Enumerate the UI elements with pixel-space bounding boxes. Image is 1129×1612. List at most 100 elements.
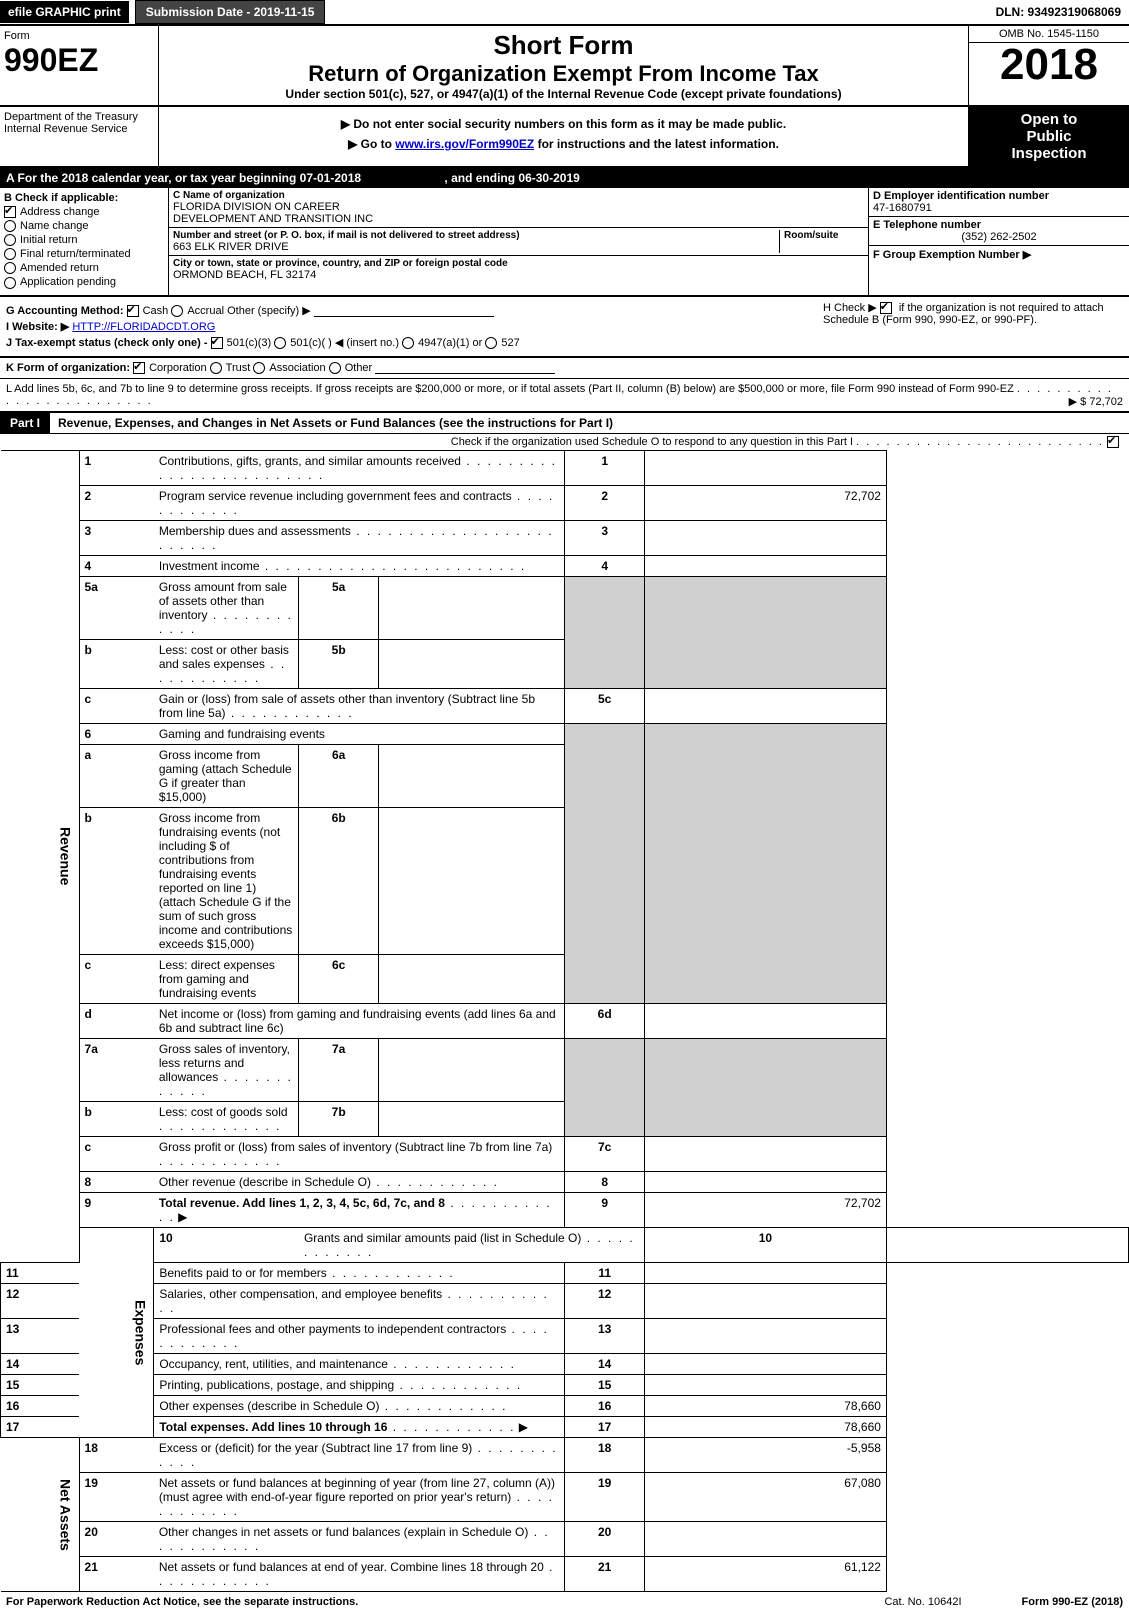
chk-h[interactable] — [880, 302, 896, 314]
row-7a-desc: Gross sales of inventory, less returns a… — [154, 1038, 299, 1101]
row-1-amount — [644, 450, 886, 485]
chk-initial-return[interactable]: Initial return — [4, 234, 164, 246]
row-10-desc: Grants and similar amounts paid (list in… — [299, 1227, 644, 1262]
chk-accrual[interactable]: Accrual — [171, 305, 224, 317]
row-6b-desc: Gross income from fundraising events (no… — [154, 807, 299, 954]
row-2-desc: Program service revenue including govern… — [154, 485, 565, 520]
col-b-checkboxes: B Check if applicable: Address change Na… — [0, 188, 169, 295]
city-row: City or town, state or province, country… — [169, 256, 868, 283]
row-10-amount — [886, 1227, 1128, 1262]
return-title: Return of Organization Exempt From Incom… — [167, 61, 960, 87]
form-word: Form — [4, 30, 154, 42]
year-box: OMB No. 1545-1150 2018 — [968, 26, 1129, 105]
goto-prefix: ▶ Go to — [348, 137, 395, 151]
row-4-desc: Investment income — [154, 555, 565, 576]
info-grid: B Check if applicable: Address change Na… — [0, 188, 1129, 297]
row-21-desc: Net assets or fund balances at end of ye… — [154, 1556, 565, 1591]
row-5c-desc: Gain or (loss) from sale of assets other… — [154, 688, 565, 723]
chk-corp[interactable]: Corporation — [133, 362, 206, 374]
goto-suffix: for instructions and the latest informat… — [538, 137, 779, 151]
i-label: I Website: ▶ — [6, 321, 69, 333]
form-990ez: 990EZ — [4, 42, 154, 79]
row-14-amount — [644, 1353, 886, 1374]
chk-application-pending[interactable]: Application pending — [4, 276, 164, 288]
row-15-amount — [644, 1374, 886, 1395]
col-b-title: B Check if applicable: — [4, 192, 164, 204]
tel-label: E Telephone number — [873, 219, 1125, 231]
org-name-row: C Name of organization FLORIDA DIVISION … — [169, 188, 868, 228]
form-number-box: Form 990EZ — [0, 26, 159, 105]
j-label: J Tax-exempt status (check only one) - — [6, 337, 208, 349]
city-value: ORMOND BEACH, FL 32174 — [173, 269, 864, 281]
row-3-amount — [644, 520, 886, 555]
efile-text: efile GRAPHIC — [8, 5, 91, 19]
row-12-desc: Salaries, other compensation, and employ… — [154, 1283, 565, 1318]
row-19-amount: 67,080 — [644, 1472, 886, 1521]
chk-527[interactable]: 527 — [485, 337, 519, 349]
row-17-desc: Total expenses. Add lines 10 through 16 … — [154, 1416, 565, 1437]
part1-table: Revenue 1 Contributions, gifts, grants, … — [0, 450, 1129, 1592]
ein-value: 47-1680791 — [873, 202, 1125, 214]
k-other-input[interactable] — [375, 373, 555, 374]
row-7b-desc: Less: cost of goods sold — [154, 1101, 299, 1136]
row-3-desc: Membership dues and assessments — [154, 520, 565, 555]
row-13-amount — [644, 1318, 886, 1353]
row-7c-desc: Gross profit or (loss) from sales of inv… — [154, 1136, 565, 1171]
row-6c-sub — [378, 954, 565, 1003]
row-8-amount — [644, 1171, 886, 1192]
chk-cash[interactable]: Cash — [127, 305, 169, 317]
website-link[interactable]: HTTP://FLORIDADCDT.ORG — [72, 321, 215, 333]
chk-assoc[interactable]: Association — [253, 362, 325, 374]
chk-trust[interactable]: Trust — [210, 362, 251, 374]
open-public-inspection: Open to Public Inspection — [969, 107, 1129, 166]
row-4-amount — [644, 555, 886, 576]
short-form-title: Short Form — [167, 30, 960, 61]
row-17-amount: 78,660 — [644, 1416, 886, 1437]
check-o-text: Check if the organization used Schedule … — [451, 436, 853, 448]
row-5b-sub — [378, 639, 565, 688]
ein-row: D Employer identification number 47-1680… — [869, 188, 1129, 217]
chk-4947[interactable]: 4947(a)(1) or — [402, 337, 482, 349]
org-name-label: C Name of organization — [173, 190, 864, 201]
tax-year: 2018 — [969, 43, 1129, 87]
city-label: City or town, state or province, country… — [173, 258, 864, 269]
submission-date: Submission Date - 2019-11-15 — [135, 0, 326, 24]
meta-block: H Check ▶ if the organization is not req… — [0, 297, 1129, 358]
row-13-desc: Professional fees and other payments to … — [154, 1318, 565, 1353]
row-19-desc: Net assets or fund balances at beginning… — [154, 1472, 565, 1521]
row-18-desc: Excess or (deficit) for the year (Subtra… — [154, 1437, 565, 1472]
line-j: J Tax-exempt status (check only one) - 5… — [6, 336, 1123, 349]
row-14-desc: Occupancy, rent, utilities, and maintena… — [154, 1353, 565, 1374]
print-text[interactable]: print — [94, 5, 121, 19]
row-6d-amount — [644, 1003, 886, 1038]
part1-check-o: Check if the organization used Schedule … — [0, 434, 1129, 450]
chk-name-change[interactable]: Name change — [4, 220, 164, 232]
chk-schedule-o[interactable] — [1107, 436, 1123, 448]
g-other-input[interactable] — [314, 316, 494, 317]
row-12-amount — [644, 1283, 886, 1318]
expenses-side-label: Expenses — [79, 1227, 154, 1437]
col-d-ids: D Employer identification number 47-1680… — [869, 188, 1129, 295]
tel-row: E Telephone number (352) 262-2502 — [869, 217, 1129, 246]
irs-link[interactable]: www.irs.gov/Form990EZ — [395, 137, 534, 151]
form-header: Form 990EZ Short Form Return of Organiza… — [0, 26, 1129, 107]
cat-no: Cat. No. 10642I — [884, 1596, 961, 1608]
chk-501c[interactable]: 501(c)( ) ◀ (insert no.) — [274, 337, 399, 349]
row-16-amount: 78,660 — [644, 1395, 886, 1416]
chk-final-return[interactable]: Final return/terminated — [4, 248, 164, 260]
row-20-desc: Other changes in net assets or fund bala… — [154, 1521, 565, 1556]
chk-amended-return[interactable]: Amended return — [4, 262, 164, 274]
dln: DLN: 93492319068069 — [988, 1, 1129, 23]
row-2-amount: 72,702 — [644, 485, 886, 520]
period-end: , and ending 06-30-2019 — [444, 171, 579, 185]
row-1-num: 1 — [79, 450, 154, 485]
sub-header: Department of the Treasury Internal Reve… — [0, 107, 1129, 168]
revenue-side-label: Revenue — [1, 450, 80, 1262]
chk-501c3[interactable]: 501(c)(3) — [211, 337, 272, 349]
row-5c-amount — [644, 688, 886, 723]
col-c-org: C Name of organization FLORIDA DIVISION … — [169, 188, 869, 295]
k-label: K Form of organization: — [6, 362, 130, 374]
chk-address-change[interactable]: Address change — [4, 206, 164, 218]
group-label: F Group Exemption Number ▶ — [873, 249, 1031, 261]
chk-other[interactable]: Other — [329, 362, 373, 374]
